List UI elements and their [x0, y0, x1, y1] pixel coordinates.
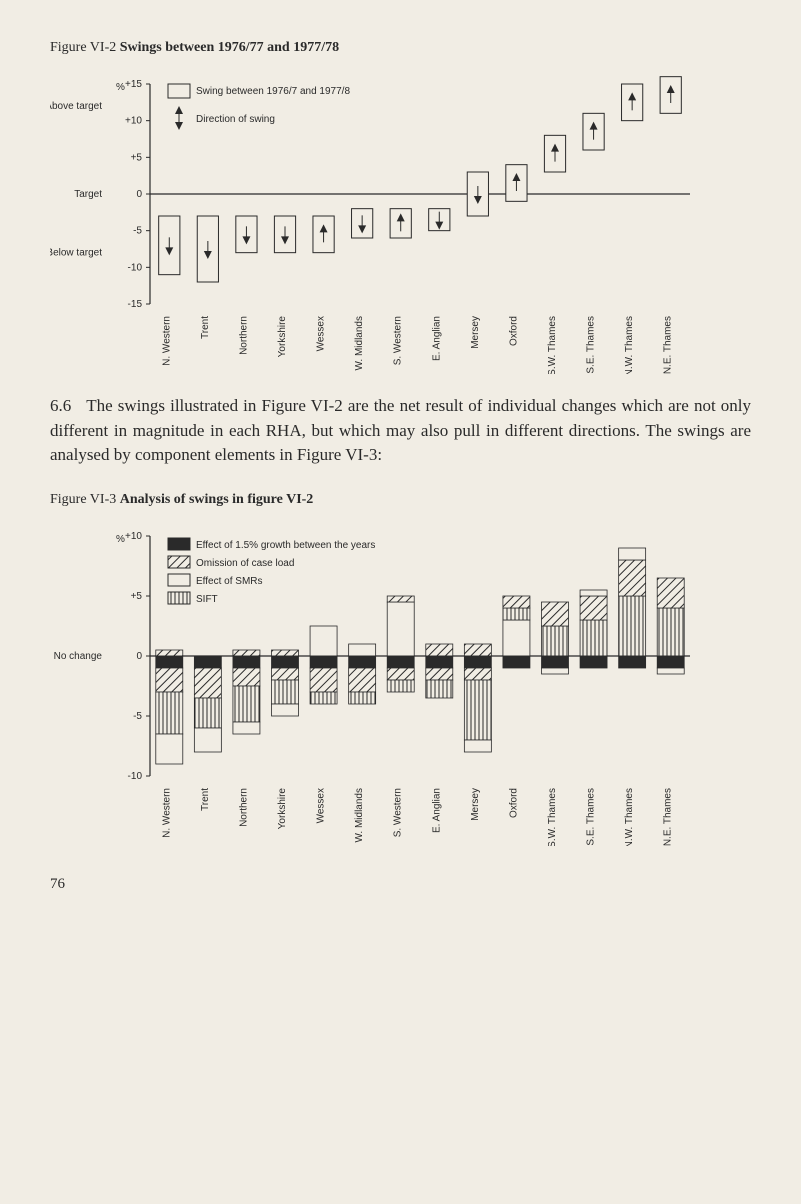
svg-text:+10: +10	[125, 116, 142, 127]
svg-text:+15: +15	[125, 79, 142, 90]
svg-text:W. Midlands: W. Midlands	[354, 788, 365, 842]
svg-text:Trent: Trent	[200, 316, 211, 339]
svg-text:No change: No change	[54, 651, 103, 662]
svg-text:SIFT: SIFT	[196, 594, 218, 605]
svg-text:-10: -10	[128, 262, 143, 273]
figure2-chart: -10 -5 0 +5 +10% No change Effect of 1.5% grow…	[50, 516, 710, 846]
svg-text:Wessex: Wessex	[316, 316, 327, 351]
svg-text:Oxford: Oxford	[508, 788, 519, 818]
para-num: 6.6	[50, 396, 71, 415]
svg-text:-15: -15	[128, 299, 143, 310]
svg-text:Wessex: Wessex	[316, 788, 327, 823]
svg-text:+5: +5	[131, 152, 143, 163]
svg-text:%: %	[116, 82, 125, 93]
svg-text:-5: -5	[133, 226, 142, 237]
svg-text:Omission of case load: Omission of case load	[196, 558, 294, 569]
svg-text:Yorkshire: Yorkshire	[277, 316, 288, 358]
svg-text:W. Midlands: W. Midlands	[354, 316, 365, 370]
para-text: The swings illustrated in Figure VI-2 ar…	[50, 396, 751, 464]
svg-text:0: 0	[136, 189, 142, 200]
figure2-caption-main: Analysis of swings in figure VI-2	[120, 492, 314, 507]
svg-text:Effect of 1.5% growth between: Effect of 1.5% growth between the years	[196, 540, 375, 551]
svg-text:%: %	[116, 534, 125, 545]
figure2-caption-prefix: Figure VI-3	[50, 492, 116, 507]
figure2-caption: Figure VI-3 Analysis of swings in figure…	[50, 492, 751, 508]
svg-text:+5: +5	[131, 591, 143, 602]
svg-text:S. Western: S. Western	[393, 316, 404, 365]
svg-text:S.W. Thames: S.W. Thames	[547, 788, 558, 846]
svg-text:0: 0	[136, 651, 142, 662]
svg-text:N.W. Thames: N.W. Thames	[624, 316, 635, 374]
svg-text:+10: +10	[125, 531, 142, 542]
svg-text:S.E. Thames: S.E. Thames	[586, 788, 597, 846]
svg-text:N. Western: N. Western	[161, 788, 172, 838]
figure1-chart: -15 -10 -5 0 +5 +10 +15% Above target Target Belo…	[50, 64, 710, 374]
svg-text:N.E. Thames: N.E. Thames	[663, 788, 674, 846]
page-number: 76	[50, 876, 751, 893]
svg-text:Mersey: Mersey	[470, 788, 481, 821]
svg-text:Mersey: Mersey	[470, 316, 481, 349]
svg-text:Yorkshire: Yorkshire	[277, 787, 288, 829]
figure1-caption-prefix: Figure VI-2	[50, 40, 116, 55]
figure1-caption-main: Swings between 1976/77 and 1977/78	[120, 40, 339, 55]
svg-text:Trent: Trent	[200, 788, 211, 811]
svg-text:Target: Target	[74, 189, 102, 200]
svg-text:Below target: Below target	[50, 248, 102, 259]
svg-text:Swing between 1976/7 and 1977/: Swing between 1976/7 and 1977/8	[196, 86, 350, 97]
svg-text:Effect of SMRs: Effect of SMRs	[196, 576, 263, 587]
svg-text:N.W. Thames: N.W. Thames	[624, 788, 635, 846]
svg-text:N. Western: N. Western	[161, 316, 172, 366]
svg-text:S.E. Thames: S.E. Thames	[586, 316, 597, 374]
svg-text:Northern: Northern	[238, 316, 249, 355]
svg-text:N.E. Thames: N.E. Thames	[663, 316, 674, 374]
figure1-caption: Figure VI-2 Swings between 1976/77 and 1…	[50, 40, 751, 56]
svg-text:Direction of swing: Direction of swing	[196, 114, 275, 125]
svg-text:Above target: Above target	[50, 101, 102, 112]
svg-text:Oxford: Oxford	[508, 316, 519, 346]
svg-text:E. Anglian: E. Anglian	[431, 316, 442, 361]
svg-text:-5: -5	[133, 711, 142, 722]
svg-text:Northern: Northern	[238, 788, 249, 827]
svg-text:E. Anglian: E. Anglian	[431, 788, 442, 833]
body-paragraph: 6.6 The swings illustrated in Figure VI-…	[50, 394, 751, 468]
svg-text:S. Western: S. Western	[393, 788, 404, 837]
svg-text:S.W. Thames: S.W. Thames	[547, 316, 558, 374]
svg-text:-10: -10	[128, 771, 143, 782]
